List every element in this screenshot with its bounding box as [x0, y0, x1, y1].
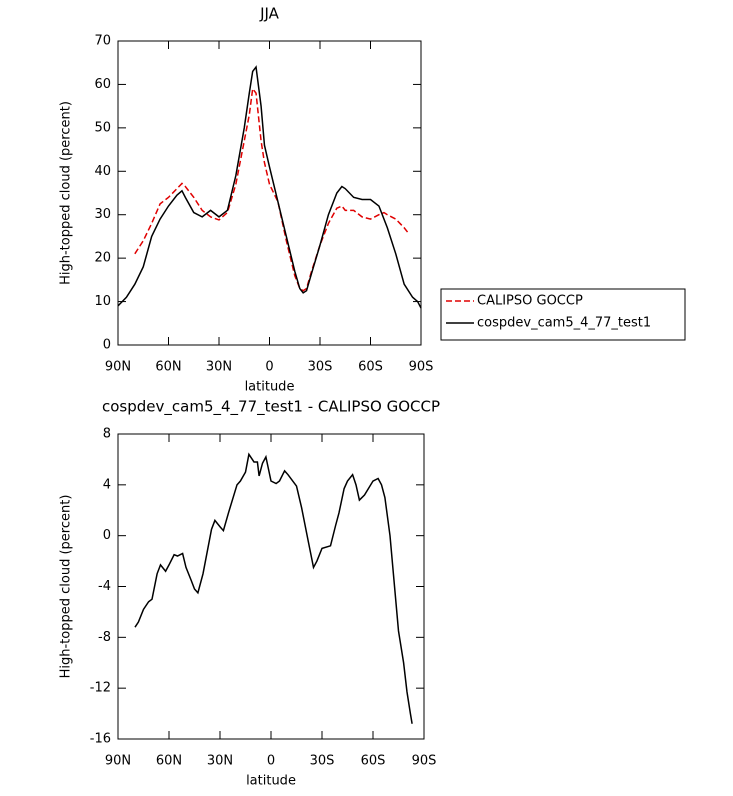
x-axis-label: latitude: [245, 380, 295, 395]
y-tick-label: -12: [90, 681, 111, 696]
x-tick-label: 30N: [207, 754, 233, 769]
y-tick-label: 0: [103, 338, 111, 353]
y-tick-label: 70: [94, 34, 111, 49]
y-tick-label: 50: [94, 120, 111, 135]
y-tick-label: -8: [98, 630, 111, 645]
x-tick-label: 90S: [409, 360, 434, 375]
y-tick-label: -4: [98, 579, 111, 594]
y-tick-label: 4: [103, 477, 111, 492]
y-axis-label: High-topped cloud (percent): [59, 101, 74, 285]
x-tick-label: 30N: [206, 360, 232, 375]
data-line: [117, 65, 422, 309]
chart-title: JJA: [259, 5, 280, 23]
legend-box: [440, 288, 686, 341]
y-tick-label: 10: [94, 294, 111, 309]
y-tick-label: 0: [103, 528, 111, 543]
x-tick-label: 90N: [105, 360, 131, 375]
x-tick-label: 60N: [155, 360, 181, 375]
data-line: [134, 452, 413, 724]
legend-label: CALIPSO GOCCP: [477, 294, 583, 309]
y-tick-label: 40: [94, 164, 111, 179]
x-tick-label: 0: [267, 754, 275, 769]
x-tick-label: 0: [265, 360, 273, 375]
y-axis-label: High-topped cloud (percent): [59, 495, 74, 679]
x-tick-label: 90S: [412, 754, 437, 769]
y-tick-label: -16: [90, 732, 111, 747]
x-tick-label: 60N: [156, 754, 182, 769]
legend-label: cospdev_cam5_4_77_test1: [477, 316, 651, 331]
x-axis-label: latitude: [246, 774, 296, 789]
data-line: [134, 86, 409, 292]
chart-title: cospdev_cam5_4_77_test1 - CALIPSO GOCCP: [102, 398, 440, 417]
y-tick-label: 60: [94, 77, 111, 92]
y-tick-label: 30: [94, 207, 111, 222]
x-tick-label: 30S: [308, 360, 333, 375]
y-tick-label: 20: [94, 251, 111, 266]
plot-frame: [117, 40, 422, 346]
x-tick-label: 30S: [310, 754, 335, 769]
x-tick-label: 60S: [358, 360, 383, 375]
x-tick-label: 60S: [361, 754, 386, 769]
y-tick-label: 8: [103, 427, 111, 442]
x-tick-label: 90N: [105, 754, 131, 769]
